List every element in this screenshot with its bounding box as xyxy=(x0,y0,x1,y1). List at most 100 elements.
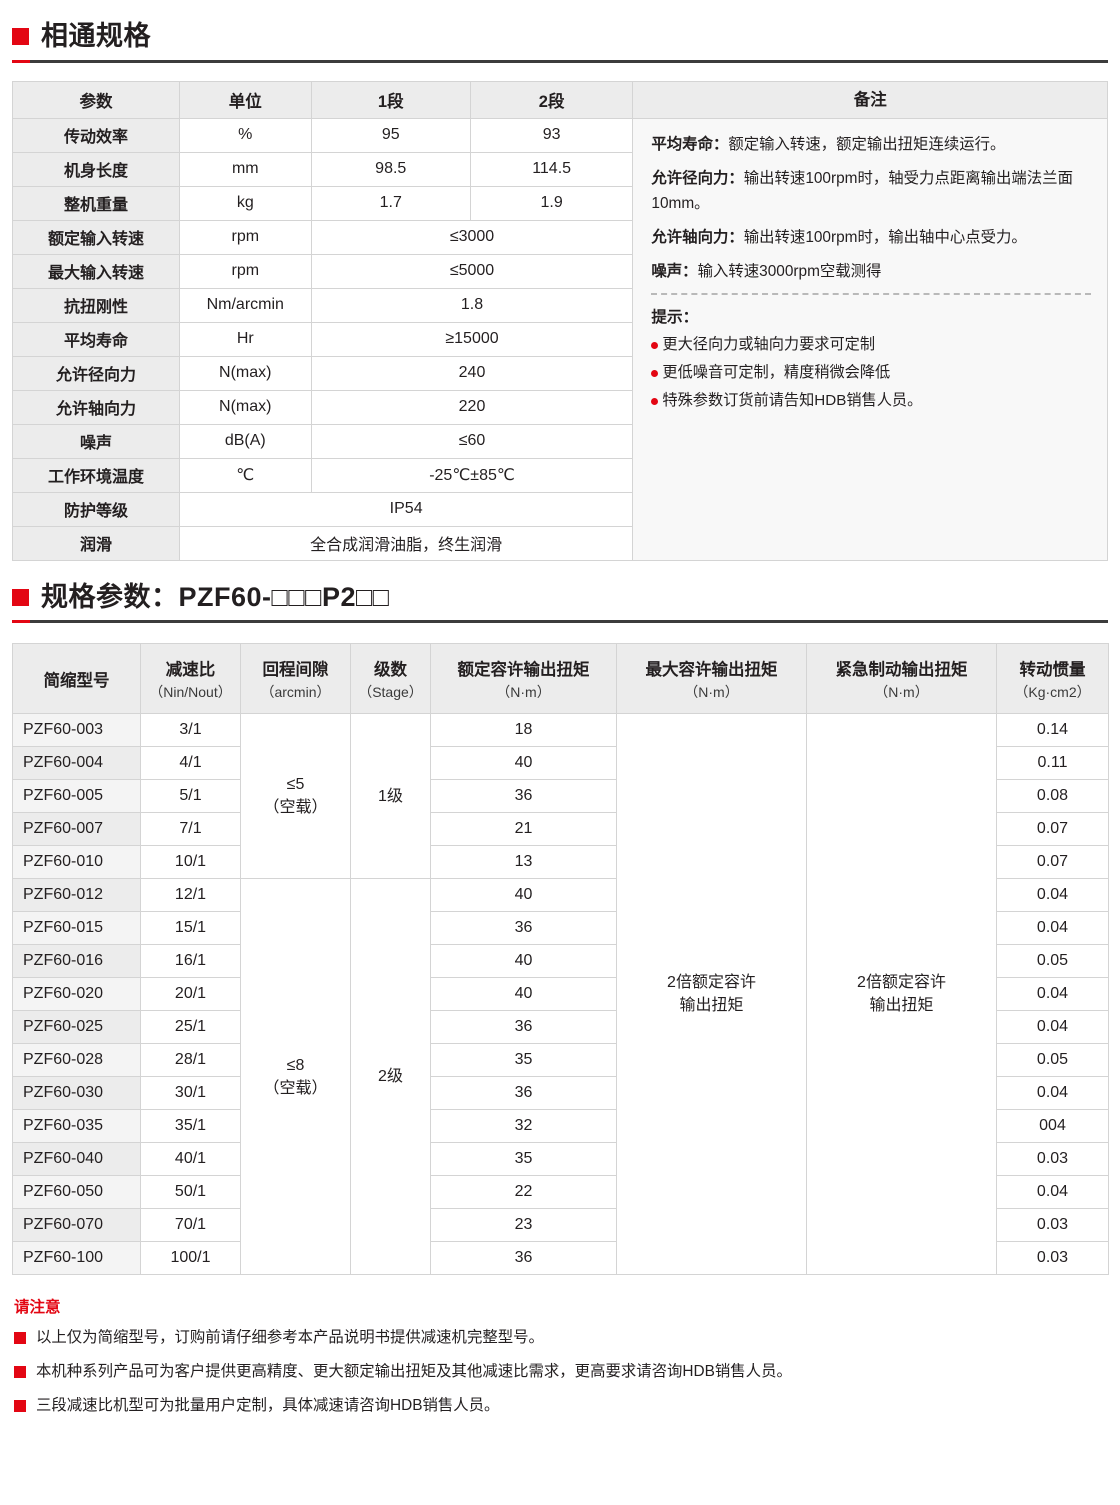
red-square-bullet-icon xyxy=(14,1399,26,1412)
th-stage2: 2段 xyxy=(469,80,634,119)
cell-value-merged: 220 xyxy=(310,389,634,425)
cell-param: 允许轴向力 xyxy=(12,389,180,425)
th-inertia-label: 转动惯量 xyxy=(1019,660,1086,679)
backlash-stage2-line2: （空载） xyxy=(263,1079,328,1097)
cell-max-torque-merged: 2倍额定容许 输出扭矩 xyxy=(616,713,807,1276)
cell-param: 传动效率 xyxy=(12,117,180,153)
cell-rated-torque: 13 xyxy=(430,845,617,880)
th-inertia-unit: （Kg·cm2） xyxy=(1014,683,1091,700)
section2-title: 规格参数：PZF60-□□□P2□□ xyxy=(41,581,390,612)
cell-rated-torque: 36 xyxy=(430,779,617,814)
cell-inertia: 0.04 xyxy=(996,1010,1109,1045)
table-row: PZF60-003 3/1 ≤5 （空载） 1级 18 2倍额定容许 输出扭矩 … xyxy=(12,713,1109,1276)
cell-rated-torque: 22 xyxy=(430,1175,617,1210)
cell-param: 平均寿命 xyxy=(12,321,180,357)
cell-rated-torque: 21 xyxy=(430,812,617,847)
cell-value-merged: ≤5000 xyxy=(310,253,634,289)
cell-ratio: 30/1 xyxy=(140,1076,241,1111)
th-model: 简缩型号 xyxy=(12,643,141,715)
cell-value-merged: ≤3000 xyxy=(310,219,634,255)
bullet-dot-icon xyxy=(651,398,659,406)
cell-unit: Nm/arcmin xyxy=(178,287,312,323)
cell-unit: N(max) xyxy=(178,355,312,391)
cell-rated-torque: 40 xyxy=(430,878,617,913)
cell-rated-torque: 36 xyxy=(430,1076,617,1111)
cell-inertia: 0.04 xyxy=(996,878,1109,913)
table-row: 防护等级 IP54 xyxy=(12,491,634,527)
max-torque-line1: 2倍额定容许 xyxy=(667,974,756,992)
table-row: PZF60-028 28/1 35 0.05 xyxy=(12,1043,1109,1078)
table-row: 额定输入转速 rpm ≤3000 xyxy=(12,219,634,255)
cell-inertia: 0.04 xyxy=(996,1076,1109,1111)
remark-label: 平均寿命： xyxy=(651,135,729,153)
cell-ratio: 10/1 xyxy=(140,845,241,880)
cell-rated-torque: 32 xyxy=(430,1109,617,1144)
cell-stage1: 98.5 xyxy=(310,151,471,187)
cell-param: 防护等级 xyxy=(12,491,180,527)
cell-unit: dB(A) xyxy=(178,423,312,459)
th-param: 参数 xyxy=(12,80,180,119)
cell-model: PZF60-035 xyxy=(12,1109,141,1144)
cell-model: PZF60-012 xyxy=(12,878,141,913)
cell-param: 抗扭刚性 xyxy=(12,287,180,323)
remark-paragraph: 允许轴向力：输出转速100rpm时，输出轴中心点受力。 xyxy=(651,226,1091,251)
th-rated-torque: 额定容许输出扭矩 （N·m） xyxy=(430,643,617,715)
cell-ratio: 25/1 xyxy=(140,1010,241,1045)
cell-ratio: 100/1 xyxy=(140,1241,241,1276)
table-row: 允许轴向力 N(max) 220 xyxy=(12,389,634,425)
table-row: PZF60-070 70/1 23 0.03 xyxy=(12,1208,1109,1243)
remark-paragraph: 噪声：输入转速3000rpm空载测得 xyxy=(651,260,1091,285)
th-max-torque-unit: （N·m） xyxy=(684,683,739,700)
cell-model: PZF60-015 xyxy=(12,911,141,946)
cell-ratio: 35/1 xyxy=(140,1109,241,1144)
cell-value-merged: ≥15000 xyxy=(310,321,634,357)
bullet-dot-icon xyxy=(651,370,659,378)
th-stage-unit: （Stage） xyxy=(358,683,423,700)
cell-unit: mm xyxy=(178,151,312,187)
table-row: PZF60-025 25/1 36 0.04 xyxy=(12,1010,1109,1045)
cell-rated-torque: 40 xyxy=(430,977,617,1012)
cell-ratio: 15/1 xyxy=(140,911,241,946)
remarks-body: 平均寿命：额定输入转速，额定输出扭矩连续运行。 允许径向力：输出转速100rpm… xyxy=(633,119,1107,428)
cell-model: PZF60-010 xyxy=(12,845,141,880)
table-row: PZF60-005 5/1 36 0.08 xyxy=(12,779,1109,814)
th-stage1: 1段 xyxy=(310,80,471,119)
cell-param: 最大输入转速 xyxy=(12,253,180,289)
cell-ratio: 50/1 xyxy=(140,1175,241,1210)
cell-model: PZF60-100 xyxy=(12,1241,141,1276)
th-brake-torque-label: 紧急制动输出扭矩 xyxy=(835,660,968,679)
cell-model: PZF60-028 xyxy=(12,1043,141,1078)
cell-ratio: 3/1 xyxy=(140,713,241,748)
backlash-stage2-line1: ≤8 xyxy=(286,1056,305,1074)
cell-inertia: 0.03 xyxy=(996,1142,1109,1177)
th-backlash-label: 回程间隙 xyxy=(262,660,329,679)
cell-ratio: 4/1 xyxy=(140,746,241,781)
remark-paragraph: 平均寿命：额定输入转速，额定输出扭矩连续运行。 xyxy=(651,133,1091,158)
cell-model: PZF60-004 xyxy=(12,746,141,781)
cell-unit: rpm xyxy=(178,219,312,255)
th-ratio-unit: （Nin/Nout） xyxy=(149,683,232,700)
table-row: 平均寿命 Hr ≥15000 xyxy=(12,321,634,357)
cell-stage2: 93 xyxy=(469,117,634,153)
max-torque-line2: 输出扭矩 xyxy=(679,997,744,1015)
th-brake-torque-unit: （N·m） xyxy=(874,683,929,700)
section2-divider xyxy=(12,620,1108,624)
cell-value-merged: ≤60 xyxy=(310,423,634,459)
cell-rated-torque: 36 xyxy=(430,1010,617,1045)
cell-ratio: 5/1 xyxy=(140,779,241,814)
cell-inertia: 0.04 xyxy=(996,911,1109,946)
th-unit: 单位 xyxy=(178,80,312,119)
cell-brake-torque-merged: 2倍额定容许 输出扭矩 xyxy=(806,713,997,1276)
remark-text: 额定输入转速，额定输出扭矩连续运行。 xyxy=(728,135,1006,153)
cell-model: PZF60-040 xyxy=(12,1142,141,1177)
table-row: 工作环境温度 ℃ -25℃±85℃ xyxy=(12,457,634,493)
cell-model: PZF60-005 xyxy=(12,779,141,814)
cell-model: PZF60-030 xyxy=(12,1076,141,1111)
cell-rated-torque: 35 xyxy=(430,1043,617,1078)
table-row: PZF60-016 16/1 40 0.05 xyxy=(12,944,1109,979)
table-row: 传动效率 % 95 93 xyxy=(12,117,634,153)
table-row: 机身长度 mm 98.5 114.5 xyxy=(12,151,634,187)
common-specs-block: 参数 单位 1段 2段 传动效率 % 95 93 机身长度 mm 98.5 11 xyxy=(12,80,1108,561)
remark-text: 输出转速100rpm时，轴受力点距离输出端法兰面10mm。 xyxy=(651,169,1073,212)
